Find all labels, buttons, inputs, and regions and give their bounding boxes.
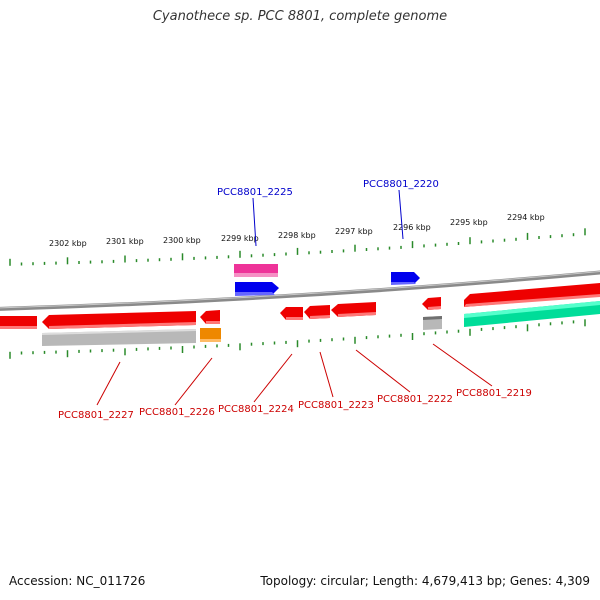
callout-line [252, 197, 257, 247]
ruler-label: 2297 kbp [335, 227, 373, 236]
gene-forward-right[interactable] [464, 283, 600, 307]
ruler-label: 2295 kbp [450, 218, 488, 227]
gene-pcc8801-2219-rna[interactable] [423, 316, 442, 330]
callout-line [96, 361, 121, 406]
genome-summary-text: Topology: circular; Length: 4,679,413 bp… [260, 574, 590, 588]
gene-label-pcc8801-2226[interactable]: PCC8801_2226 [139, 407, 215, 418]
gene-pcc8801-2225-cds[interactable] [235, 282, 279, 296]
gene-pcc8801-2226-rna[interactable] [200, 328, 221, 342]
gene-label-pcc8801-2220[interactable]: PCC8801_2220 [363, 179, 439, 190]
callout-line [319, 351, 334, 398]
gene-label-pcc8801-2225[interactable]: PCC8801_2225 [217, 187, 293, 198]
gene-pcc8801-2223[interactable] [304, 305, 330, 319]
accession-text: Accession: NC_011726 [9, 574, 146, 588]
gene-pcc8801-2227[interactable] [42, 311, 196, 329]
gene-reverse-right-teal[interactable] [464, 301, 600, 327]
gene-label-pcc8801-2224[interactable]: PCC8801_2224 [218, 404, 294, 415]
ruler-label: 2298 kbp [278, 231, 316, 240]
gene-pcc8801-2220[interactable] [391, 272, 420, 285]
callout-line [253, 353, 293, 403]
map-title: Cyanothece sp. PCC 8801, complete genome [152, 9, 448, 24]
genome-backbone [0, 270, 600, 311]
ruler-label: 2294 kbp [507, 213, 545, 222]
gene-pcc8801-2226[interactable] [200, 310, 220, 324]
gene-pcc8801-2222[interactable] [331, 302, 376, 317]
ruler-label: 2300 kbp [163, 236, 201, 245]
ruler-label: 2301 kbp [106, 237, 144, 246]
callout-line [398, 189, 404, 240]
callout-line [355, 349, 411, 393]
backbone-highlight [0, 270, 600, 309]
gene-label-pcc8801-2222[interactable]: PCC8801_2222 [377, 394, 453, 405]
lower-tick-row [9, 319, 586, 359]
callout-line [432, 343, 493, 387]
upper-tick-row [9, 228, 586, 266]
ruler-label: 2296 kbp [393, 223, 431, 232]
callout-line [174, 357, 213, 406]
gene-label-pcc8801-2223[interactable]: PCC8801_2223 [298, 400, 374, 411]
ruler-label: 2302 kbp [49, 239, 87, 248]
ruler-label: 2299 kbp [221, 234, 259, 243]
gene-pcc8801-2227-rna[interactable] [42, 329, 196, 346]
gene-pcc8801-2225[interactable] [234, 264, 278, 277]
gene-label-pcc8801-2219[interactable]: PCC8801_2219 [456, 388, 532, 399]
gene-pcc8801-2219[interactable] [422, 297, 441, 310]
gene-label-pcc8801-2227[interactable]: PCC8801_2227 [58, 410, 134, 421]
gene-pcc8801-2224[interactable] [280, 307, 303, 320]
gene-left-edge[interactable] [0, 316, 37, 329]
